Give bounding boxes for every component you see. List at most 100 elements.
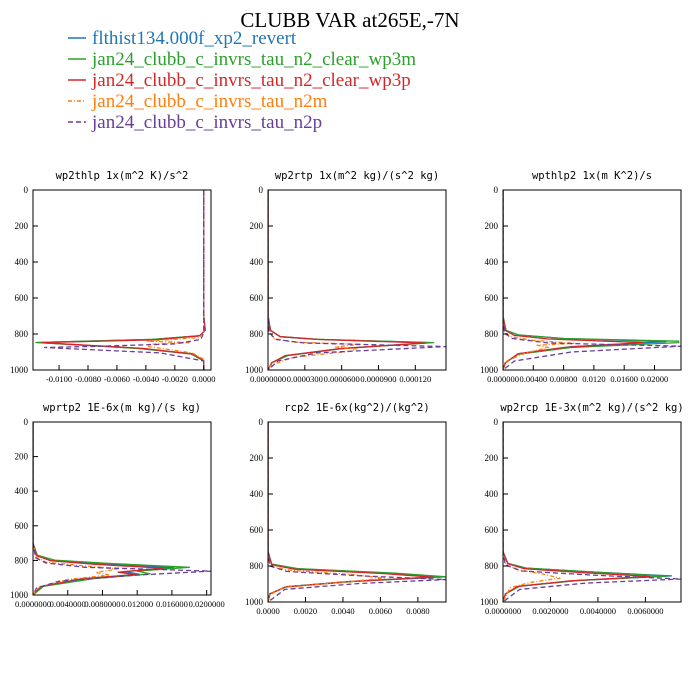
x-tick-label: 0.0000600: [324, 374, 360, 384]
y-tick-label: 0: [494, 417, 499, 427]
series-line: [33, 422, 211, 595]
x-tick-label: 0.00400: [519, 374, 547, 384]
x-tick-label: 0.0080000: [84, 599, 120, 609]
series-line: [33, 422, 164, 595]
chart-panel: wprtp2 1E-6x(m kg)/(s kg) 0 200 400 600 800 10…: [10, 402, 225, 609]
x-tick-label: 0.0000000: [250, 374, 286, 384]
x-tick-label: 0.000120: [399, 374, 431, 384]
series-line: [268, 422, 446, 602]
x-tick-label: 0.0080: [406, 606, 429, 616]
x-tick-label: 0.0000000: [485, 606, 521, 616]
legend-label: flthist134.000f_xp2_revert: [92, 28, 297, 49]
y-tick-label: 400: [485, 257, 499, 267]
y-tick-label: 200: [15, 452, 29, 462]
x-tick-label: -0.0020: [162, 374, 188, 384]
y-tick-label: 800: [485, 329, 499, 339]
x-tick-label: -0.0040: [133, 374, 159, 384]
x-tick-label: 0.0060: [369, 606, 392, 616]
y-tick-label: 600: [485, 525, 499, 535]
y-tick-label: 0: [24, 417, 29, 427]
y-tick-label: 600: [250, 293, 264, 303]
x-tick-label: 0.0000: [192, 374, 215, 384]
x-tick-label: -0.0060: [104, 374, 130, 384]
x-tick-label: 0.02000: [641, 374, 669, 384]
y-tick-label: 800: [15, 329, 29, 339]
y-tick-label: 1000: [480, 365, 499, 375]
x-tick-label: 0.0000: [256, 606, 279, 616]
x-tick-label: -0.0080: [75, 374, 101, 384]
x-tick-label: 0.0000000: [15, 599, 51, 609]
legend-label: jan24_clubb_c_invrs_tau_n2p: [91, 112, 322, 133]
series-group: [503, 422, 681, 602]
x-tick-label: 0.0000900: [360, 374, 396, 384]
plot-frame: [32, 421, 212, 596]
y-tick-label: 1000: [10, 590, 29, 600]
y-tick-label: 800: [250, 329, 264, 339]
series-line: [503, 422, 651, 602]
y-tick-label: 200: [250, 221, 264, 231]
x-tick-label: 0.0020: [294, 606, 317, 616]
panel-title: rcp2 1E-6x(kg^2)/(kg^2): [284, 402, 429, 414]
plot-frame: [32, 189, 212, 371]
chart-panel: wp2rcp 1E-3x(m^2 kg)/(s^2 kg)0 200 400 600 8…: [480, 402, 684, 616]
series-group: [35, 190, 206, 370]
series-line: [503, 422, 681, 602]
chart-panel: wpthlp2 1x(m K^2)/s020040060080010000.00…: [480, 170, 682, 384]
chart-panel: rcp2 1E-6x(kg^2)/(kg^2) 0 200 400 600 800 1000…: [245, 402, 447, 616]
legend-label: jan24_clubb_c_invrs_tau_n2_clear_wp3p: [91, 70, 411, 91]
x-tick-label: 0.0040: [331, 606, 354, 616]
y-tick-label: 800: [15, 555, 29, 565]
x-tick-label: 0.00800: [550, 374, 578, 384]
y-tick-label: 400: [15, 257, 29, 267]
chart-panel: wp2thlp 1x(m^2 K)/s^2 0 200 400 600 800 1000 -0…: [10, 170, 215, 384]
y-tick-label: 400: [15, 486, 29, 496]
legend-label: jan24_clubb_c_invrs_tau_n2m: [91, 91, 328, 112]
y-tick-label: 0: [494, 185, 499, 195]
x-tick-label: 0.0040000: [580, 606, 616, 616]
x-tick-label: 0.0040000: [50, 599, 86, 609]
plot-frame: [502, 189, 682, 371]
y-tick-label: 400: [485, 489, 499, 499]
x-tick-label: 0.0060000: [627, 606, 663, 616]
y-tick-label: 600: [15, 293, 29, 303]
y-tick-label: 1000: [10, 365, 29, 375]
y-tick-label: 0: [259, 417, 264, 427]
plot-frame: [267, 189, 447, 371]
y-tick-label: 200: [15, 221, 29, 231]
panels-grid: wp2thlp 1x(m^2 K)/s^2 0 200 400 600 800 1000 -0…: [10, 170, 684, 616]
y-tick-label: 400: [250, 257, 264, 267]
x-tick-label: 0.000000: [487, 374, 519, 384]
y-tick-label: 0: [24, 185, 29, 195]
y-tick-label: 1000: [480, 597, 499, 607]
plot-frame: [502, 421, 682, 603]
panel-title: wpthlp2 1x(m K^2)/s: [532, 170, 652, 182]
x-tick-label: 0.012000: [121, 599, 153, 609]
panel-title: wprtp2 1E-6x(m kg)/(s kg): [43, 402, 201, 414]
chart-panel: wp2rtp 1x(m^2 kg)/(s^2 kg) 0 200 400 600 800 1…: [245, 170, 447, 384]
legend: flthist134.000f_xp2_revertjan24_clubb_c_…: [68, 28, 416, 133]
panel-title: wp2thlp 1x(m^2 K)/s^2: [56, 170, 189, 182]
x-tick-label: 0.01600: [610, 374, 638, 384]
x-tick-label: 0.0120: [582, 374, 605, 384]
y-tick-label: 400: [250, 489, 264, 499]
panel-title: wp2rtp 1x(m^2 kg)/(s^2 kg): [275, 170, 439, 182]
y-tick-label: 800: [250, 561, 264, 571]
figure-title: CLUBB VAR at265E,-7N: [240, 8, 459, 32]
y-tick-label: 600: [250, 525, 264, 535]
legend-label: jan24_clubb_c_invrs_tau_n2_clear_wp3m: [91, 49, 416, 70]
y-tick-label: 200: [485, 221, 499, 231]
y-tick-label: 200: [485, 453, 499, 463]
y-tick-label: 1000: [245, 597, 264, 607]
panel-title: wp2rcp 1E-3x(m^2 kg)/(s^2 kg): [500, 402, 683, 414]
series-line: [268, 190, 426, 370]
series-group: [33, 422, 211, 595]
series-line: [43, 190, 205, 370]
y-tick-label: 600: [485, 293, 499, 303]
y-tick-label: 0: [259, 185, 264, 195]
series-line: [503, 190, 644, 370]
y-tick-label: 600: [15, 521, 29, 531]
plot-frame: [267, 421, 447, 603]
x-tick-label: 0.0200000: [189, 599, 225, 609]
x-tick-label: 0.0020000: [532, 606, 568, 616]
